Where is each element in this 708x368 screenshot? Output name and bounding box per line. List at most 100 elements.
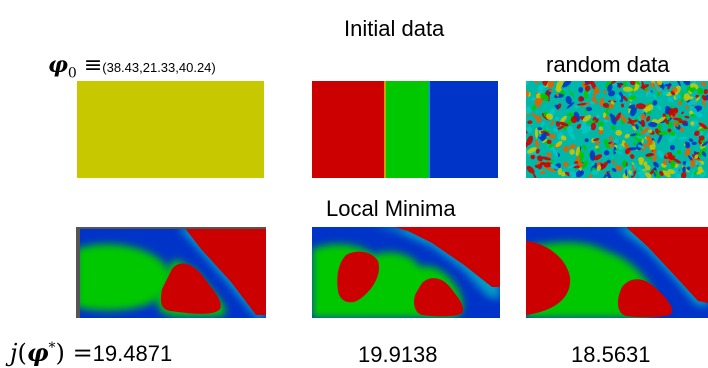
random-speckle bbox=[591, 96, 597, 102]
random-speckle bbox=[569, 171, 577, 178]
random-speckle bbox=[697, 88, 704, 95]
random-speckle bbox=[607, 83, 613, 92]
random-speckle bbox=[554, 104, 560, 109]
random-speckle bbox=[610, 125, 616, 130]
objective-label: j(φ*) =19.4871 bbox=[10, 338, 172, 367]
random-speckle bbox=[562, 161, 569, 168]
random-speckle bbox=[598, 126, 604, 131]
random-speckle bbox=[662, 91, 669, 96]
random-speckle bbox=[653, 94, 657, 99]
random-speckle bbox=[526, 142, 528, 148]
random-speckle bbox=[534, 128, 539, 139]
random-speckle bbox=[688, 90, 692, 95]
random-speckle bbox=[633, 81, 641, 86]
random-speckle bbox=[586, 120, 596, 124]
uniform-field bbox=[77, 81, 264, 178]
random-speckle bbox=[662, 160, 668, 166]
random-speckle bbox=[659, 120, 666, 124]
random-speckle bbox=[632, 141, 637, 146]
random-speckle bbox=[629, 154, 635, 159]
random-speckle bbox=[578, 96, 584, 102]
random-speckle bbox=[602, 102, 610, 108]
random-speckle bbox=[640, 113, 646, 120]
random-speckle bbox=[668, 130, 676, 137]
random-speckle bbox=[656, 81, 663, 86]
random-speckle bbox=[667, 96, 674, 103]
random-speckle bbox=[603, 89, 607, 94]
random-speckle bbox=[559, 121, 569, 127]
random-speckle bbox=[667, 128, 672, 133]
random-speckle bbox=[637, 144, 645, 149]
random-speckle bbox=[610, 81, 618, 85]
random-speckle bbox=[622, 159, 627, 168]
random-speckle bbox=[672, 117, 683, 121]
initial-panel-stripes bbox=[312, 81, 498, 178]
random-speckle bbox=[579, 170, 585, 176]
random-speckle bbox=[552, 127, 559, 133]
random-speckle bbox=[547, 167, 557, 173]
random-speckle bbox=[640, 127, 650, 135]
random-speckle bbox=[646, 134, 653, 145]
random-speckle bbox=[681, 111, 685, 115]
stripe-green bbox=[386, 81, 428, 178]
random-speckle bbox=[672, 158, 682, 164]
random-speckle bbox=[698, 135, 705, 141]
random-speckle bbox=[684, 115, 690, 119]
random-speckle bbox=[548, 133, 556, 139]
phi0-equiv: ≡ bbox=[83, 53, 103, 78]
random-speckle bbox=[526, 90, 529, 98]
random-speckle bbox=[639, 175, 645, 178]
random-speckle bbox=[532, 172, 537, 178]
minimum-panel-1 bbox=[76, 227, 266, 318]
random-speckle bbox=[702, 98, 706, 107]
minimum-2-region-red-left bbox=[337, 251, 380, 303]
random-speckle bbox=[555, 93, 560, 97]
random-speckle bbox=[602, 112, 607, 119]
random-speckle bbox=[685, 105, 689, 109]
random-speckle bbox=[582, 115, 592, 122]
random-speckle bbox=[603, 138, 610, 150]
random-speckle bbox=[594, 145, 599, 149]
random-speckle bbox=[605, 116, 610, 120]
random-speckle bbox=[527, 120, 533, 125]
random-speckle bbox=[675, 94, 680, 99]
random-speckle bbox=[579, 151, 585, 160]
random-speckle bbox=[593, 154, 603, 161]
random-speckle bbox=[689, 106, 698, 116]
random-speckle bbox=[600, 161, 609, 170]
random-speckle bbox=[555, 140, 563, 148]
random-speckle bbox=[585, 106, 593, 112]
random-speckle bbox=[597, 121, 605, 127]
minimum-2-region-red-right bbox=[414, 278, 464, 317]
random-speckle bbox=[638, 156, 645, 163]
random-speckle bbox=[627, 119, 638, 124]
random-speckle bbox=[704, 131, 708, 141]
random-speckle bbox=[647, 111, 651, 115]
random-speckle bbox=[556, 125, 565, 131]
random-speckle bbox=[638, 170, 647, 176]
random-speckle bbox=[682, 160, 687, 165]
random-speckle bbox=[622, 95, 628, 102]
heading-initial-data: Initial data bbox=[344, 16, 445, 41]
random-speckle bbox=[555, 116, 559, 121]
random-speckle bbox=[583, 89, 589, 99]
random-speckle bbox=[589, 101, 596, 105]
random-speckle bbox=[632, 125, 637, 131]
random-speckle bbox=[630, 106, 637, 117]
objective-open-paren: ( bbox=[17, 339, 27, 367]
random-speckle bbox=[526, 81, 529, 85]
random-speckle bbox=[560, 115, 567, 123]
minimum-3-region-red-left bbox=[526, 241, 571, 315]
random-speckle bbox=[645, 165, 651, 171]
random-speckle bbox=[624, 133, 630, 139]
random-speckle bbox=[681, 91, 684, 99]
random-speckle bbox=[596, 165, 602, 171]
random-speckle bbox=[609, 113, 613, 118]
random-speckle bbox=[653, 161, 659, 168]
random-speckle bbox=[527, 147, 537, 154]
random-speckle bbox=[690, 159, 695, 167]
random-speckle bbox=[593, 138, 600, 142]
random-speckle bbox=[669, 144, 676, 151]
random-speckle bbox=[614, 150, 624, 155]
random-speckle bbox=[645, 172, 652, 178]
